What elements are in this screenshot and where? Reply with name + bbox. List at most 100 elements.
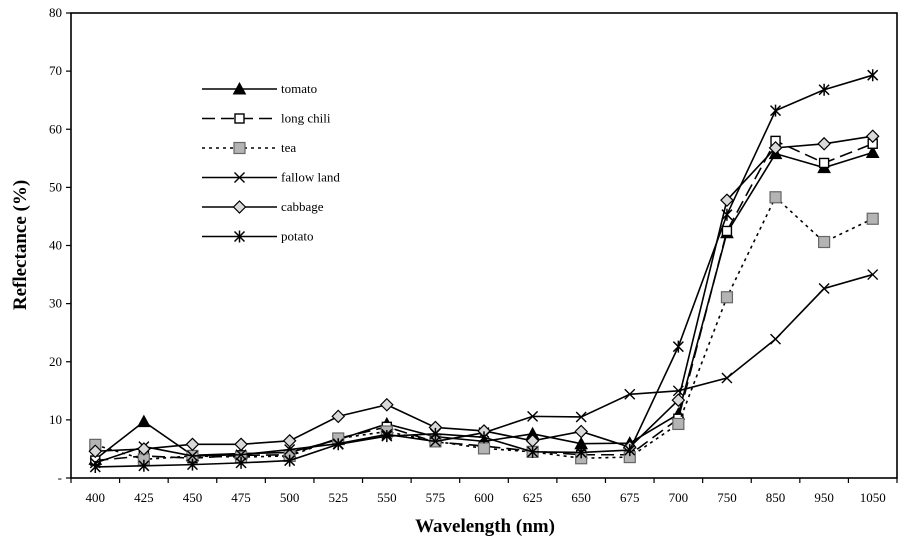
legend-item-long-chili: long chili	[202, 111, 331, 126]
legend-item-tomato: tomato	[202, 81, 317, 96]
data-point-cabbage	[282, 433, 297, 448]
x-tick-label: 625	[523, 490, 543, 505]
data-point-fallow-land	[186, 450, 198, 462]
legend-label: cabbage	[281, 199, 324, 214]
data-point-cabbage	[331, 409, 346, 424]
legend-marker	[234, 172, 245, 183]
y-tick-label: 20	[49, 354, 62, 369]
series-tomato	[88, 145, 880, 465]
x-tick-label: 450	[183, 490, 203, 505]
x-tick-label: 425	[134, 490, 154, 505]
legend-item-potato: potato	[202, 229, 314, 244]
x-tick-label: 600	[474, 490, 494, 505]
y-tick-label: 80	[49, 5, 62, 20]
x-axis-title: Wavelength (nm)	[415, 516, 555, 537]
x-tick-label: 475	[231, 490, 251, 505]
legend-label: tomato	[281, 81, 317, 96]
data-point-tea	[769, 191, 782, 204]
data-point-fallow-land	[575, 411, 587, 423]
x-tick-label: 700	[669, 490, 689, 505]
data-point-cabbage	[234, 437, 248, 452]
data-point-tea	[477, 442, 491, 455]
y-tick-label: 30	[49, 296, 62, 311]
data-point-tea	[720, 291, 734, 304]
y-tick-label: -	[58, 470, 62, 485]
data-point-potato	[186, 458, 199, 471]
x-tick-label: 750	[717, 490, 737, 505]
data-point-fallow-land	[235, 449, 247, 461]
data-point-tomato	[865, 145, 880, 158]
data-point-potato	[332, 438, 344, 451]
legend-label: long chili	[281, 111, 331, 126]
data-point-potato	[867, 69, 879, 82]
data-point-tea	[818, 235, 831, 249]
legend-marker	[232, 200, 247, 214]
legend: tomato long chili tea fallow land cabbage pot…	[202, 81, 340, 244]
data-point-potato	[381, 430, 393, 443]
x-tick-label: 550	[377, 490, 397, 505]
data-point-cabbage	[574, 424, 589, 439]
data-point-fallow-land	[624, 388, 636, 400]
x-tick-label: 675	[620, 490, 640, 505]
legend-marker	[233, 230, 246, 243]
data-point-tea	[672, 417, 685, 431]
data-point-cabbage	[671, 393, 686, 407]
plot-frame	[70, 12, 898, 479]
x-tick-label: 525	[328, 490, 348, 505]
x-tick-label: 500	[280, 490, 300, 505]
data-point-fallow-land	[818, 283, 830, 295]
series-layer	[88, 69, 880, 473]
series-line-long-chili	[95, 139, 873, 462]
data-point-cabbage	[379, 397, 394, 412]
data-point-fallow-land	[527, 410, 539, 422]
x-tick-label: 400	[86, 490, 106, 505]
x-tick-labels: 400 425 450 475 500 525 550 575 600 625 650 675 700 7…	[86, 490, 886, 505]
data-point-potato	[429, 427, 441, 440]
x-tick-label: 1050	[860, 490, 886, 505]
data-point-cabbage	[185, 437, 200, 452]
data-point-potato	[575, 446, 587, 459]
data-point-tea	[866, 212, 879, 225]
legend-label: fallow land	[281, 170, 340, 185]
data-point-potato	[478, 431, 490, 444]
data-point-long-chili	[721, 225, 733, 237]
data-point-potato	[769, 104, 782, 117]
data-point-potato	[624, 444, 636, 457]
series-line-cabbage	[95, 135, 873, 453]
data-point-long-chili	[818, 157, 830, 169]
data-point-tomato	[137, 414, 151, 428]
x-tick-label: 650	[571, 490, 591, 505]
data-point-fallow-land	[867, 269, 879, 281]
series-line-tomato	[94, 151, 873, 461]
y-tick-label: 50	[49, 179, 62, 194]
series-tea	[89, 191, 879, 466]
legend-marker	[234, 113, 245, 124]
series-potato	[89, 69, 879, 473]
data-point-potato	[138, 459, 150, 472]
y-axis-title: Reflectance (%)	[10, 180, 31, 310]
series-line-potato	[95, 74, 873, 468]
data-point-potato	[89, 460, 101, 473]
series-cabbage	[88, 129, 880, 459]
legend-label: potato	[281, 229, 314, 244]
data-point-cabbage	[137, 442, 151, 456]
legend-marker	[233, 141, 246, 155]
data-point-cabbage	[865, 129, 880, 144]
data-point-cabbage	[720, 193, 734, 208]
data-point-potato	[721, 208, 733, 221]
data-point-potato	[672, 340, 684, 353]
series-long-chili	[90, 135, 878, 466]
data-point-potato	[527, 445, 539, 458]
legend-item-fallow-land: fallow land	[202, 170, 340, 185]
data-point-fallow-land	[770, 333, 782, 345]
y-tick-label: 10	[49, 412, 62, 427]
x-tick-label: 575	[426, 490, 446, 505]
data-point-cabbage	[88, 444, 103, 459]
data-point-potato	[284, 454, 296, 467]
legend-item-tea: tea	[202, 140, 296, 155]
data-point-cabbage	[768, 141, 783, 155]
data-point-fallow-land	[284, 444, 296, 456]
x-tick-label: 950	[814, 490, 834, 505]
data-point-potato	[235, 456, 247, 469]
